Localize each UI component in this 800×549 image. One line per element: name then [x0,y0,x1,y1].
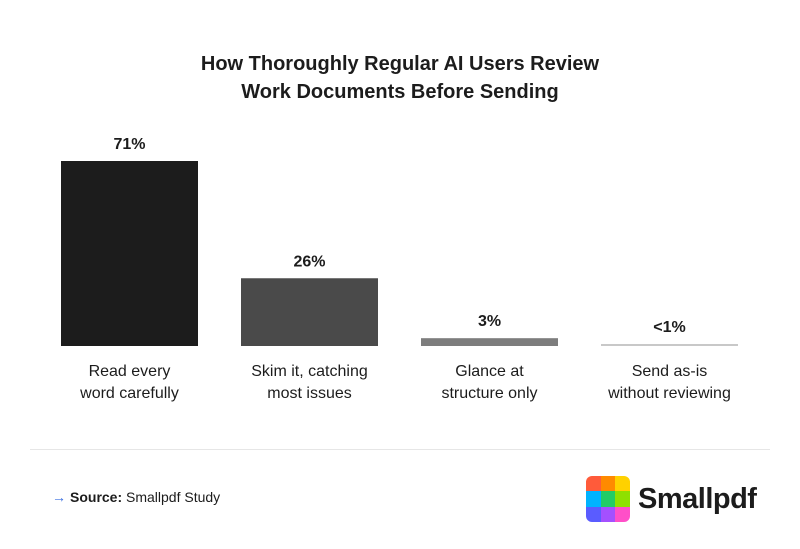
logo-tile [615,491,630,507]
smallpdf-grid-icon [586,476,630,522]
source-note: → Source: Smallpdf Study [52,489,220,505]
logo-tile [586,476,601,492]
logo-tile [586,506,601,522]
logo-tile [600,506,616,522]
bar-3 [421,338,558,346]
value-label-4: <1% [653,319,685,336]
bar-2 [241,278,378,346]
value-label-2: 26% [293,253,325,270]
bar-chart: 71% Read every word carefully 26% Skim it, c… [61,136,738,402]
category-label-4: Send as-is without reviewing [607,363,731,402]
value-label-3: 3% [478,313,501,330]
source-text: Smallpdf Study [126,489,221,505]
category-label-1: Read every word carefully [79,363,179,402]
chart-title-line-1: How Thoroughly Regular AI Users Review [200,53,600,75]
value-label-1: 71% [113,136,145,153]
logo-wordmark: Smallpdf [638,483,757,515]
logo-tile [615,506,630,522]
arrow-right-icon: → [52,489,66,505]
chart-title: How Thoroughly Regular AI Users Review W… [0,50,800,106]
logo-tile [600,476,616,492]
footer-divider [30,449,770,450]
logo-tile [600,491,616,507]
bar-4 [601,344,738,346]
category-label-2: Skim it, catching most issues [251,363,367,402]
bar-1 [61,161,198,346]
source-label: Source: [70,489,123,505]
chart-title-line-2: Work Documents Before Sending [241,81,559,103]
logo-tile [615,476,630,492]
category-label-3: Glance at structure only [441,363,537,402]
logo-tile [586,491,601,507]
